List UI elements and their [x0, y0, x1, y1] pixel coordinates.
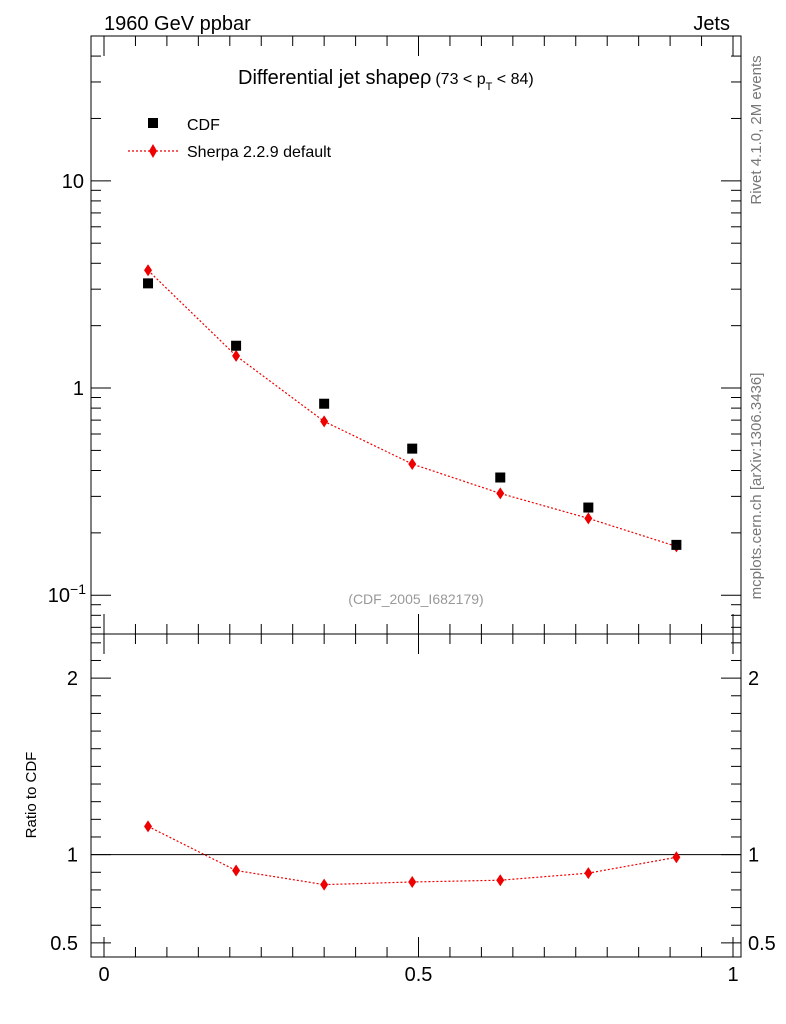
sherpa-point: [496, 487, 505, 500]
ratio-y-tick-label-right: 2: [748, 668, 759, 690]
ratio-y-tick-label-right: 1: [748, 845, 759, 867]
ratio-point: [672, 851, 681, 864]
sherpa-line: [147, 269, 677, 548]
x-tick-label: 0.5: [405, 964, 433, 986]
y-tick-label-base: 10: [48, 585, 70, 607]
x-tick-label: 1: [727, 964, 738, 986]
chart-title-range-sub: T: [486, 81, 493, 93]
ratio-y-tick-label-left: 0.5: [50, 933, 78, 955]
ratio-series: [91, 820, 741, 891]
y-tick-label: 1: [73, 378, 84, 400]
sherpa-point: [320, 415, 329, 428]
ratio-line: [147, 825, 677, 886]
ratio-point: [232, 864, 241, 877]
legend-sherpa-label: Sherpa 2.2.9 default: [187, 144, 332, 161]
ratio-point: [320, 878, 329, 891]
y-tick-label-exp: −1: [70, 581, 86, 597]
rivet-version-label: Rivet 4.1.0, 2M events: [748, 55, 765, 204]
axis-ticks: [91, 35, 741, 957]
cdf-point: [583, 502, 594, 513]
y-tick-label: 10−1: [48, 581, 86, 607]
chart-title-range-prefix: (73 < p: [435, 71, 485, 88]
main-series: [143, 264, 682, 553]
cdf-point: [319, 398, 330, 409]
sherpa-point: [408, 457, 417, 470]
legend: CDF Sherpa 2.2.9 default: [128, 117, 332, 161]
ratio-point: [584, 867, 593, 880]
ratio-point: [408, 875, 417, 888]
mcplots-label: mcplots.cern.ch [arXiv:1306.3436]: [748, 373, 765, 600]
legend-cdf-label: CDF: [187, 117, 220, 134]
analysis-id: (CDF_2005_I682179): [348, 591, 483, 607]
chart-title-range-suffix: < 84): [492, 71, 533, 88]
header-left: 1960 GeV ppbar: [104, 13, 251, 35]
ratio-point: [144, 820, 153, 833]
ratio-point: [496, 874, 505, 887]
ratio-y-tick-label-right: 0.5: [748, 933, 776, 955]
cdf-point: [407, 443, 418, 454]
ratio-y-tick-label-left: 1: [67, 845, 78, 867]
legend-sherpa-marker: [149, 144, 157, 158]
chart-title-main: Differential jet shapeρ: [238, 67, 431, 89]
header-right: Jets: [693, 13, 730, 35]
ratio-plot-frame: [90, 633, 742, 958]
cdf-point: [671, 539, 682, 550]
chart-title: Differential jet shapeρ (73 < pT < 84): [238, 67, 534, 93]
sherpa-point: [144, 264, 153, 277]
x-tick-label: 0: [98, 964, 109, 986]
legend-cdf-marker: [148, 118, 158, 128]
sherpa-point: [232, 349, 241, 362]
y-tick-label: 10: [62, 171, 84, 193]
cdf-point: [231, 340, 242, 351]
cdf-point: [495, 472, 506, 483]
ratio-ylabel: Ratio to CDF: [23, 752, 40, 839]
cdf-point: [143, 278, 154, 289]
sherpa-point: [584, 512, 593, 525]
ratio-y-tick-label-left: 2: [67, 668, 78, 690]
